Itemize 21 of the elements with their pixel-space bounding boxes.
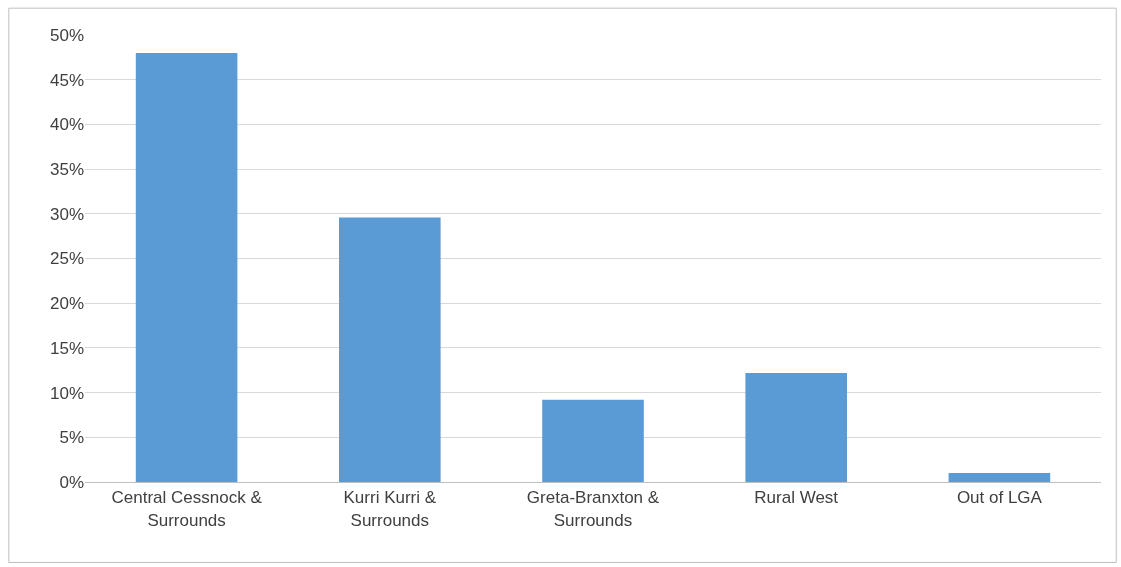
y-tick-label: 0% <box>59 472 84 492</box>
x-tick-label: Rural West <box>754 488 839 508</box>
bar <box>948 473 1051 482</box>
x-tick-label: Out of LGA <box>956 488 1043 508</box>
x-tick-label: Kurri Kurri & Surrounds <box>343 488 437 530</box>
y-tick-label: 10% <box>49 383 84 403</box>
bar <box>339 217 441 482</box>
bar <box>745 372 847 482</box>
x-tick-label: Central Cessnock & Surrounds <box>111 488 263 530</box>
y-tick-label: 5% <box>59 428 84 448</box>
y-tick-label: 35% <box>49 160 84 180</box>
y-tick-label: 40% <box>49 115 84 135</box>
y-tick-label: 25% <box>49 249 84 269</box>
x-tick-label: Greta-Branxton & Surrounds <box>526 488 660 530</box>
y-tick-label: 20% <box>49 294 84 314</box>
bar <box>135 52 238 482</box>
y-tick-label: 45% <box>49 70 84 90</box>
y-tick-label: 50% <box>49 25 84 45</box>
y-tick-label: 15% <box>49 338 84 358</box>
y-tick-label: 30% <box>49 204 84 224</box>
bar <box>542 399 644 482</box>
